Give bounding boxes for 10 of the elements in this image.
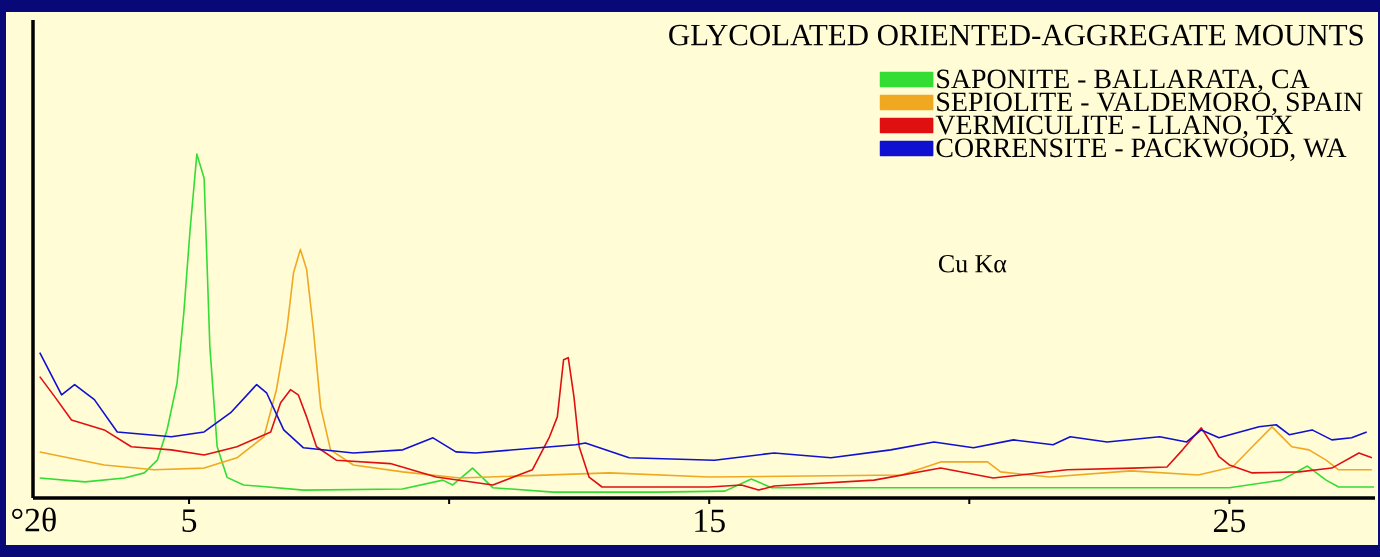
x-axis-title: °2θ — [12, 507, 56, 532]
x-tick-label: 5 — [182, 509, 197, 532]
x-tick-label: 15 — [695, 509, 725, 533]
x-tick-label: 25 — [1213, 509, 1245, 533]
annotation: Cu Kα — [938, 255, 1007, 273]
legend-label: VERMICULITE - LLANO, TX — [935, 115, 1293, 139]
legend-label: SEPIOLITE - VALDEMORO, SPAIN — [937, 92, 1363, 116]
legend-label: CORRENSITE - PACKWOOD, WA — [936, 138, 1347, 162]
legend-label: SAPONITE - BALLARATA, CA — [937, 69, 1310, 93]
chart-title: GLYCOLATED ORIENTED-AGGREGATE MOUNTS — [669, 24, 1363, 46]
